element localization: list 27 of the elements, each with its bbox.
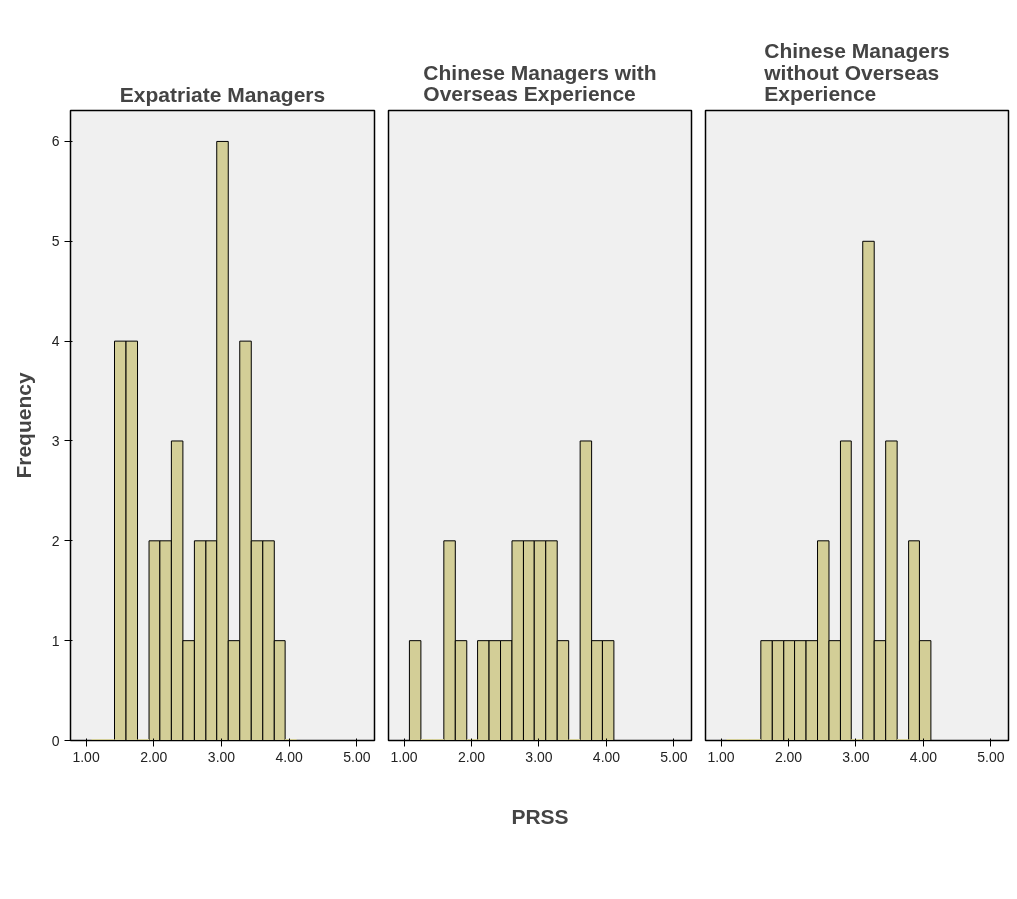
x-tick-label: 2.00 [140,748,168,765]
x-tick-label: 2.00 [457,748,486,765]
y-tick-label: 1 [51,632,60,649]
x-tick-label: 1.00 [707,748,735,765]
chart-title: Expatriate Managers [119,82,326,106]
x-tick-label: 5.00 [343,748,371,765]
x-tick-label: 2.00 [774,748,803,765]
x-tick-label: 1.00 [72,748,100,765]
y-axis-title: Frequency [11,372,35,479]
x-tick-label: 3.00 [842,748,870,765]
x-tick-label: 3.00 [525,748,553,765]
x-tick-label: 4.00 [592,748,621,765]
x-tick-label: 5.00 [660,748,688,765]
y-tick-label: 0 [51,732,60,749]
x-axis-title: PRSS [511,804,569,828]
chart-title: Chinese Managers without Overseas Experience [763,38,950,106]
x-tick-label: 3.00 [207,748,236,765]
chart-title: Chinese Managers with Overseas Experience [423,60,657,106]
y-tick-label: 5 [51,233,60,250]
x-tick-label: 4.00 [909,748,938,765]
y-tick-label: 4 [51,333,60,350]
x-tick-label: 1.00 [390,748,418,765]
y-tick-label: 2 [51,532,60,549]
y-tick-label: 3 [51,432,60,449]
x-tick-label: 4.00 [275,748,304,765]
y-tick-label: 6 [51,133,60,150]
x-tick-label: 5.00 [977,748,1005,765]
